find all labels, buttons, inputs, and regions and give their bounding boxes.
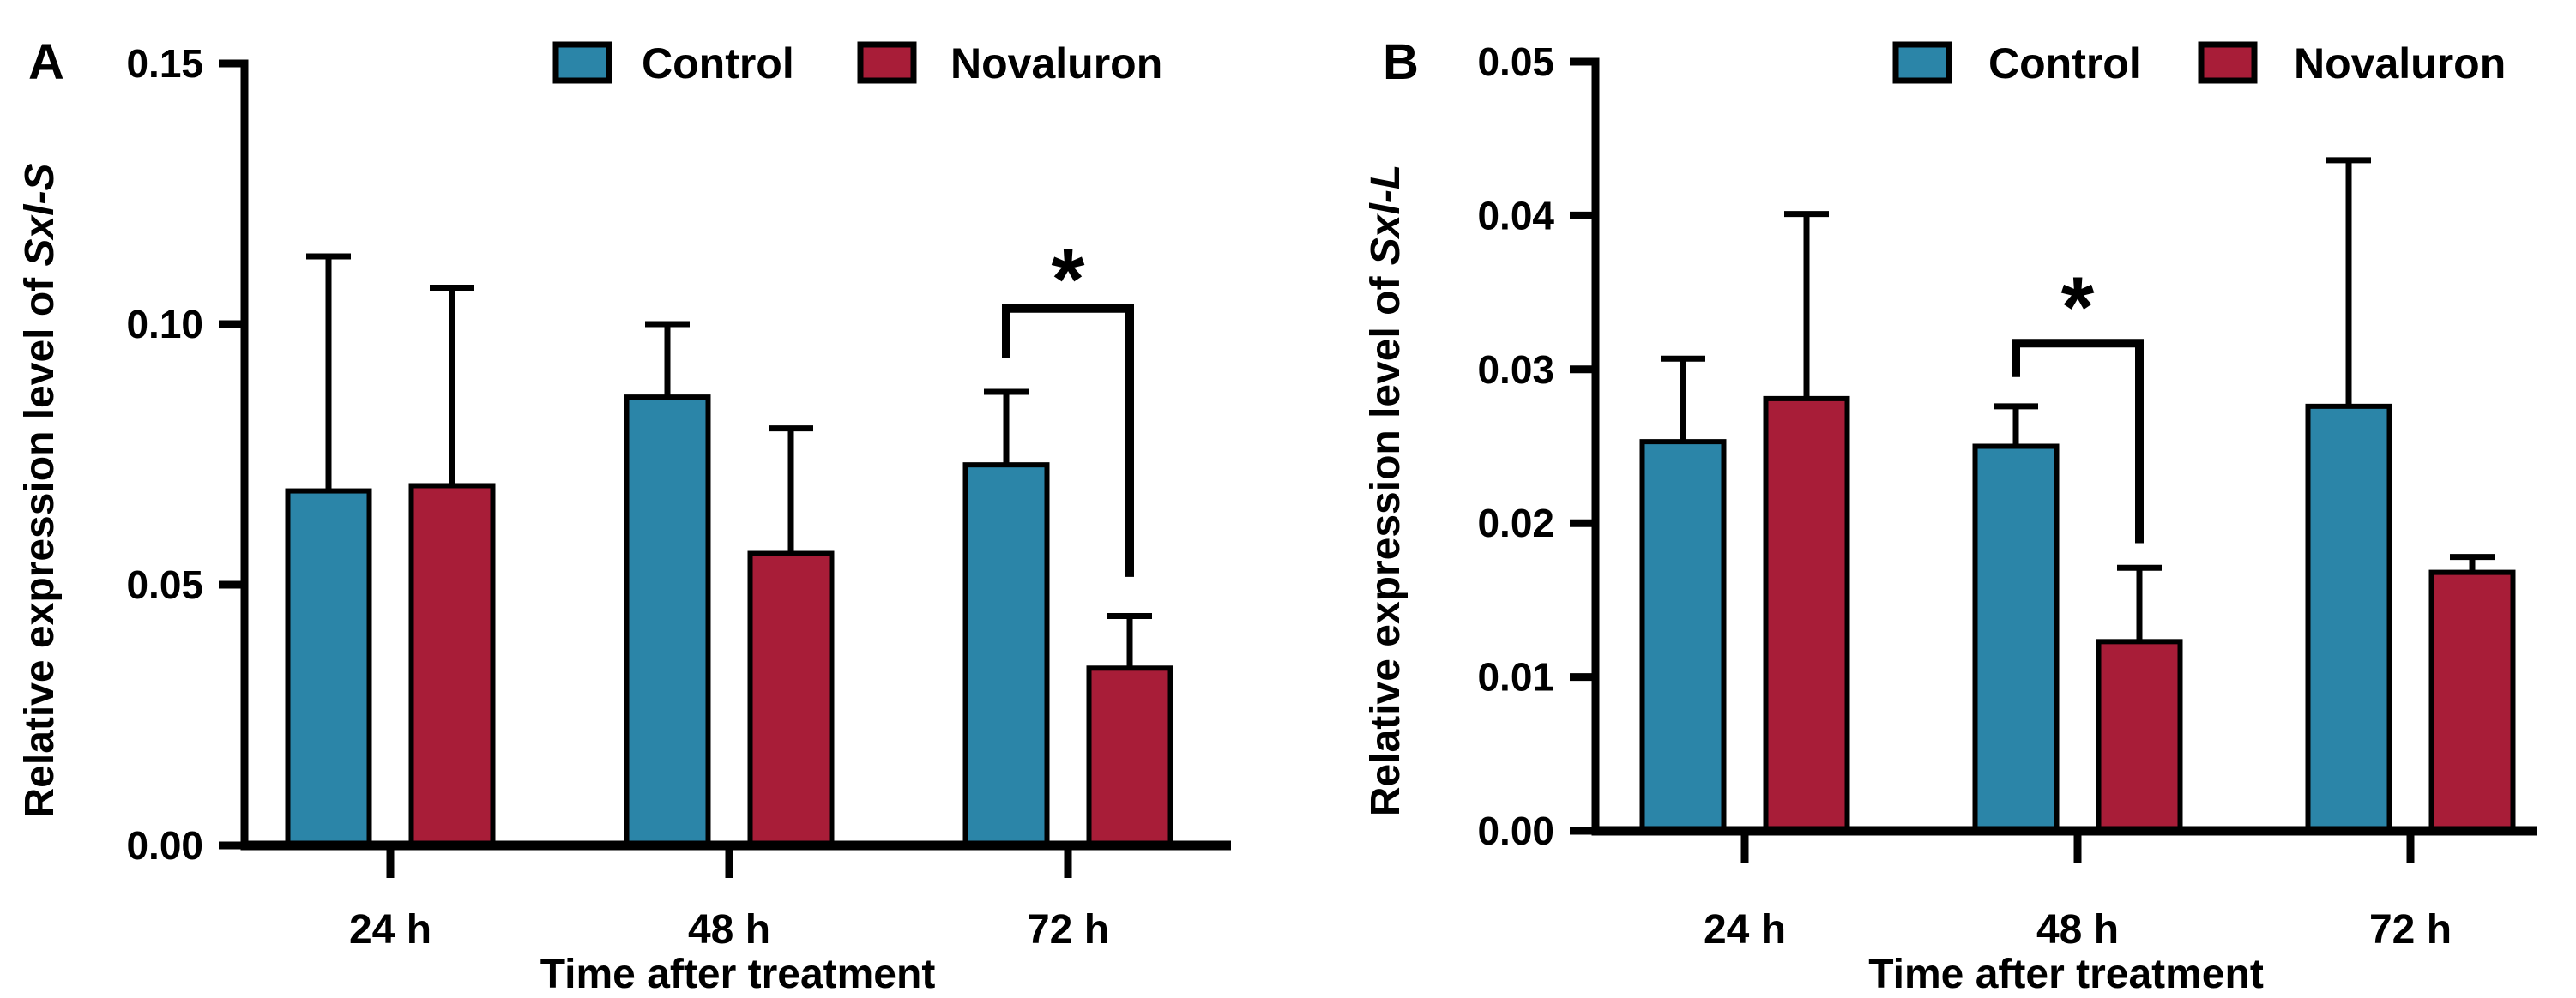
bar-novaluron-72h [1086, 665, 1173, 849]
y-tick-label: 0.04 [1477, 193, 1554, 237]
legend-swatch-novaluron [2198, 41, 2258, 84]
x-axis-title: Time after treatment [540, 952, 936, 997]
panel-label: B [1383, 34, 1419, 90]
significance-bracket [2012, 339, 2144, 544]
bar-novaluron-48h [2096, 639, 2183, 834]
bar-control-48h [624, 394, 711, 848]
bar-control-48h [1972, 443, 2060, 833]
y-tick-label: 0.02 [1477, 501, 1554, 545]
legend-label-control: Control [1988, 39, 2141, 87]
bar-control-24h [1639, 439, 1727, 833]
x-tick-label: 72 h [1027, 907, 1109, 953]
bar-novaluron-24h [408, 483, 496, 848]
y-tick-label: 0.01 [1477, 655, 1554, 700]
significance-asterisk: * [2061, 260, 2095, 356]
panel-b-chart: B 0.00 0.01 0.02 0.03 0.04 0.05 24 h 48 h 72 h Tim… [1287, 0, 2576, 998]
bar-control-72h [2305, 403, 2392, 833]
x-tick-label: 24 h [1704, 907, 1786, 953]
bar-control-72h [962, 462, 1050, 848]
legend-label-control: Control [642, 39, 794, 87]
bar-control-24h [285, 488, 372, 848]
y-tick-label: 0.05 [1477, 39, 1554, 84]
y-tick-label: 0.00 [126, 823, 203, 868]
y-tick-label: 0.00 [1477, 809, 1554, 853]
bar-novaluron-48h [747, 550, 835, 849]
x-tick-label: 72 h [2369, 907, 2452, 953]
y-axis-title: Relative expression level of Sxl-S [17, 163, 63, 817]
significance-asterisk: * [1052, 231, 1085, 328]
x-tick-label: 48 h [688, 907, 770, 953]
significance-bracket [1002, 304, 1134, 577]
x-tick-label: 24 h [349, 907, 431, 953]
legend-label-novaluron: Novaluron [2294, 39, 2506, 87]
y-tick-label: 0.05 [126, 562, 203, 607]
legend-swatch-control [1892, 41, 1952, 84]
y-tick-label: 0.03 [1477, 347, 1554, 392]
bar-novaluron-72h [2428, 569, 2516, 833]
y-axis-title: Relative expression level of Sxl-L [1363, 165, 1409, 816]
y-tick-label: 0.15 [126, 41, 203, 86]
bar-novaluron-24h [1763, 395, 1850, 833]
legend-swatch-novaluron [857, 41, 917, 84]
legend-swatch-control [552, 41, 612, 84]
y-tick-label: 0.10 [126, 302, 203, 346]
x-axis-title: Time after treatment [1868, 952, 2264, 997]
x-tick-label: 48 h [2036, 907, 2119, 953]
panel-label: A [28, 34, 64, 90]
legend-label-novaluron: Novaluron [950, 39, 1162, 87]
panel-a-chart: A 0.00 0.05 0.10 0.15 24 h 48 h 72 h Time after … [0, 0, 1287, 998]
